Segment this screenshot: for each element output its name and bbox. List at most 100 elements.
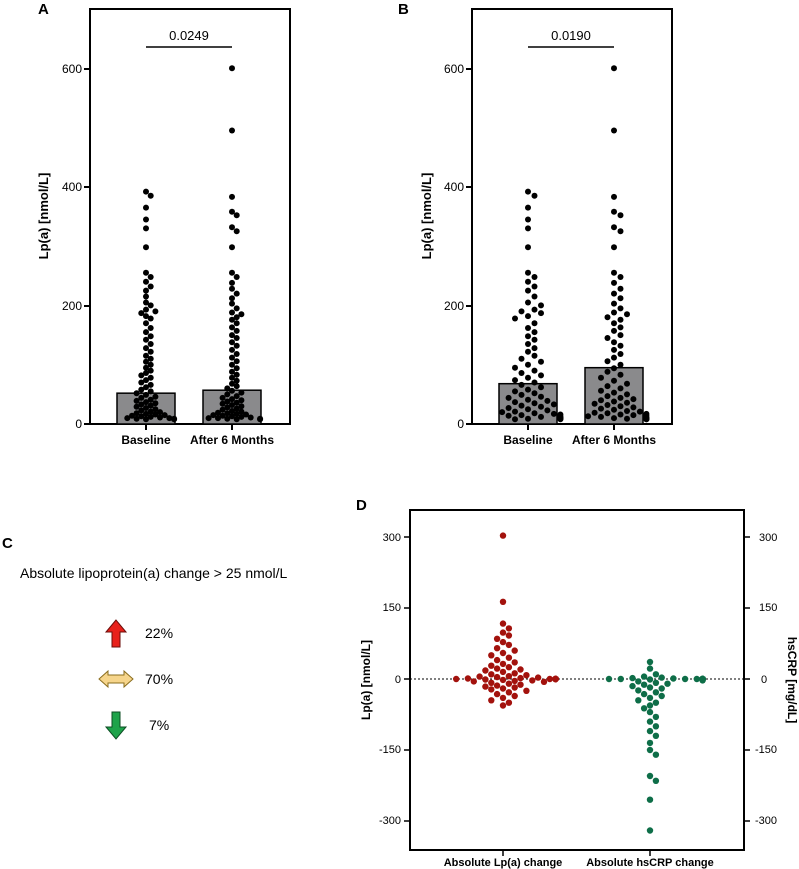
panel-d-letter: D <box>356 497 367 514</box>
data-point <box>617 403 624 410</box>
panel-d: D Lp(a) [nmol/L] hsCRP [mg/dL] 300 150 0… <box>356 497 799 869</box>
data-point <box>233 351 240 357</box>
data-point <box>143 358 149 365</box>
data-point <box>611 346 617 353</box>
data-point <box>147 367 154 374</box>
data-point <box>238 408 245 415</box>
lpa-change-point <box>499 668 507 676</box>
hscrp-change-point <box>652 713 660 721</box>
data-point <box>243 411 249 418</box>
lpa-change-point <box>552 675 559 683</box>
panel-a-ytick: 400 <box>62 180 82 194</box>
hscrp-change-point <box>664 680 671 687</box>
lpa-change-point <box>488 652 495 659</box>
hscrp-change-point <box>640 681 648 688</box>
data-point <box>147 355 154 362</box>
lpa-change-point <box>540 678 548 685</box>
data-point <box>617 212 624 219</box>
data-point <box>611 406 617 413</box>
data-point <box>512 388 518 395</box>
hscrp-change-point <box>646 665 654 672</box>
data-point <box>518 308 525 315</box>
panel-c: C Absolute lipoprotein(a) change > 25 nm… <box>2 535 288 740</box>
panel-c-heading: Absolute lipoprotein(a) change > 25 nmol… <box>20 565 288 581</box>
data-point <box>604 410 611 417</box>
data-point <box>604 314 611 321</box>
lpa-change-point <box>493 635 501 642</box>
hscrp-change-point <box>658 692 665 700</box>
data-point <box>611 290 617 297</box>
data-point <box>238 413 245 420</box>
lpa-change-point <box>511 647 518 654</box>
data-point <box>210 412 217 419</box>
data-point <box>143 377 149 384</box>
data-point <box>138 407 145 414</box>
data-point <box>611 224 617 231</box>
hscrp-change-point <box>699 677 706 684</box>
data-point <box>229 354 235 361</box>
data-point <box>233 405 240 412</box>
data-point <box>531 283 538 290</box>
panel-d-ytick-right: 300 <box>759 532 777 544</box>
data-point <box>538 403 544 410</box>
lpa-change-point <box>493 645 501 652</box>
panel-a: A Lp(a) [nmol/L] 0 200 400 600 0.0249 Ba… <box>36 1 291 447</box>
data-point <box>538 413 544 420</box>
data-point <box>229 380 235 387</box>
hscrp-change-point <box>646 827 654 834</box>
data-point <box>229 361 235 368</box>
data-point <box>598 405 604 412</box>
panel-b-frame <box>471 8 673 425</box>
hscrp-change-point <box>670 675 677 682</box>
lpa-change-point <box>499 685 507 692</box>
hscrp-change-point <box>652 751 660 758</box>
data-point <box>531 352 538 359</box>
hscrp-change-point <box>640 705 648 712</box>
data-point <box>224 404 231 411</box>
data-point <box>604 335 611 341</box>
data-point <box>229 224 235 231</box>
down-arrow-icon <box>104 711 128 740</box>
data-point <box>143 336 149 343</box>
lpa-change-point <box>505 641 513 649</box>
data-point <box>229 339 235 346</box>
data-point <box>538 372 544 379</box>
data-point <box>630 396 637 403</box>
data-point <box>219 400 226 407</box>
panel-d-ytick: 150 <box>383 602 401 614</box>
lpa-change-point <box>511 692 518 700</box>
data-point <box>531 390 538 397</box>
panel-b: B Lp(a) [nmol/L] 0 200 400 600 0.0190 Ba… <box>398 1 673 447</box>
data-point <box>611 320 617 327</box>
data-point <box>161 412 168 419</box>
data-point <box>624 408 630 414</box>
up-arrow-icon <box>104 619 128 648</box>
hscrp-change-point <box>640 673 648 680</box>
data-point <box>143 329 149 336</box>
data-point <box>617 351 624 357</box>
hscrp-change-point <box>681 675 689 683</box>
hscrp-change-point <box>652 679 660 686</box>
hscrp-change-point <box>693 675 700 683</box>
data-point <box>215 409 221 416</box>
data-point <box>147 333 154 340</box>
data-point <box>630 404 637 411</box>
lpa-change-point <box>505 632 513 639</box>
data-point <box>147 361 154 368</box>
hscrp-change-point <box>652 671 660 678</box>
data-point <box>550 401 557 408</box>
data-point <box>617 385 624 392</box>
data-point <box>557 416 564 423</box>
hscrp-change-point <box>658 685 665 692</box>
data-point <box>233 371 240 378</box>
data-point <box>233 393 240 400</box>
data-point <box>138 401 145 408</box>
data-point <box>229 387 235 394</box>
lpa-change-point <box>470 678 477 685</box>
data-point <box>585 413 592 420</box>
data-point <box>531 274 538 280</box>
panel-b-category-baseline: Baseline <box>503 433 553 447</box>
data-point <box>133 410 140 417</box>
data-point <box>147 381 154 388</box>
data-point <box>611 244 617 251</box>
